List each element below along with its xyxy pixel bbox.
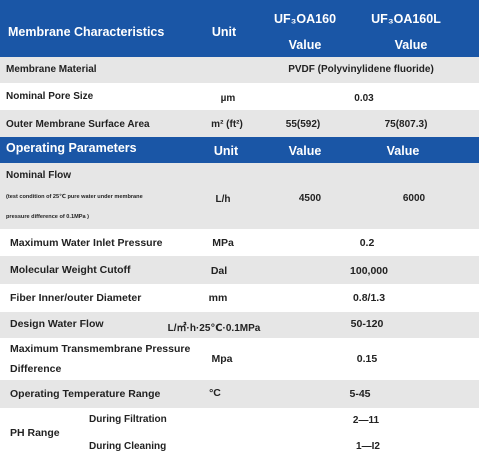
- operating-temperature-label: Operating Temperature Range: [10, 388, 161, 400]
- membrane-material-label: Membrane Material: [6, 64, 97, 75]
- mwco-value: 100,000: [350, 265, 388, 277]
- model-1-header: UF₃OA160: [273, 12, 337, 26]
- mwco-label: Molecular Weight Cutoff: [10, 264, 131, 276]
- design-water-flow-label: Design Water Flow: [10, 318, 104, 330]
- row-nominal-flow: Nominal Flow (test condition of 25℃ pure…: [0, 163, 479, 229]
- fiber-diameter-value: 0.8/1.3: [352, 292, 386, 304]
- max-tmp-label-2: Difference: [10, 363, 62, 375]
- fiber-diameter-label: Fiber Inner/outer Diameter: [10, 292, 142, 304]
- model-1-value-header: Value: [288, 38, 322, 52]
- membrane-characteristics-title: Membrane Characteristics: [8, 25, 165, 39]
- surface-area-value-2: 75(807.3): [384, 119, 428, 130]
- model-2-value-header: Value: [394, 38, 428, 52]
- row-fiber-diameter: Fiber Inner/outer Diameter mm 0.8/1.3: [0, 284, 479, 312]
- ph-filtration-value: 2—11: [352, 415, 380, 426]
- operating-unit-header: Unit: [213, 144, 239, 158]
- operating-parameters-header: Operating Parameters Unit Value Value: [0, 137, 479, 163]
- pore-size-unit: µm: [220, 93, 236, 104]
- operating-value-2-header: Value: [386, 144, 420, 158]
- operating-temperature-value: 5-45: [349, 388, 371, 400]
- operating-parameters-title: Operating Parameters: [6, 141, 137, 155]
- fiber-diameter-unit: mm: [208, 292, 228, 304]
- surface-area-label: Outer Membrane Surface Area: [6, 119, 150, 130]
- nominal-flow-note-1: (test condition of 25℃ pure water under …: [6, 194, 143, 200]
- ph-cleaning-value: 1—I2: [356, 441, 380, 452]
- max-inlet-pressure-value: 0.2: [359, 237, 375, 249]
- row-nominal-pore-size: Nominal Pore Size µm 0.03: [0, 83, 479, 110]
- design-water-flow-value: 50-120: [350, 318, 384, 330]
- row-max-inlet-pressure: Maximum Water Inlet Pressure MPa 0.2: [0, 229, 479, 256]
- row-membrane-material: Membrane Material PVDF (Polyvinylidene f…: [0, 57, 479, 83]
- nominal-flow-value-1: 4500: [298, 193, 322, 204]
- design-water-flow-unit: L/㎡·h·25℃·0.1MPa: [167, 323, 261, 334]
- row-design-water-flow: Design Water Flow L/㎡·h·25℃·0.1MPa 50-12…: [0, 312, 479, 338]
- pore-size-label: Nominal Pore Size: [6, 91, 94, 102]
- max-inlet-pressure-label: Maximum Water Inlet Pressure: [10, 237, 163, 249]
- surface-area-value-1: 55(592): [285, 119, 321, 130]
- row-max-tmp: Maximum Transmembrane Pressure Differenc…: [0, 338, 479, 380]
- ph-filtration-label: During Filtration: [89, 414, 167, 425]
- operating-temperature-unit: °C: [209, 387, 221, 399]
- row-operating-temperature: Operating Temperature Range °C 5-45: [0, 380, 479, 408]
- nominal-flow-unit: L/h: [215, 194, 231, 205]
- nominal-flow-label: Nominal Flow: [6, 170, 71, 181]
- row-molecular-weight-cutoff: Molecular Weight Cutoff Dal 100,000: [0, 256, 479, 284]
- mwco-unit: Dal: [210, 265, 228, 277]
- surface-area-unit: m² (ft²): [211, 119, 243, 130]
- membrane-material-value: PVDF (Polyvinylidene fluoride): [288, 64, 434, 75]
- model-2-header: UF₃OA160L: [371, 12, 441, 26]
- max-tmp-value: 0.15: [356, 353, 378, 365]
- ph-cleaning-label: During Cleaning: [89, 441, 167, 452]
- pore-size-value: 0.03: [354, 93, 374, 104]
- max-tmp-unit: Mpa: [211, 353, 233, 365]
- max-inlet-pressure-unit: MPa: [212, 237, 234, 249]
- max-tmp-label-1: Maximum Transmembrane Pressure: [10, 343, 191, 355]
- row-surface-area: Outer Membrane Surface Area m² (ft²) 55(…: [0, 110, 479, 137]
- membrane-characteristics-header: Membrane Characteristics Unit UF₃OA160 U…: [0, 0, 479, 57]
- unit-header: Unit: [211, 25, 237, 39]
- nominal-flow-value-2: 6000: [402, 193, 426, 204]
- ph-range-label: PH Range: [10, 427, 60, 439]
- operating-value-1-header: Value: [288, 144, 322, 158]
- nominal-flow-note-2: pressure difference of 0.1MPa ): [6, 214, 90, 220]
- row-ph-range: PH Range During Filtration 2—11 During C…: [0, 408, 479, 461]
